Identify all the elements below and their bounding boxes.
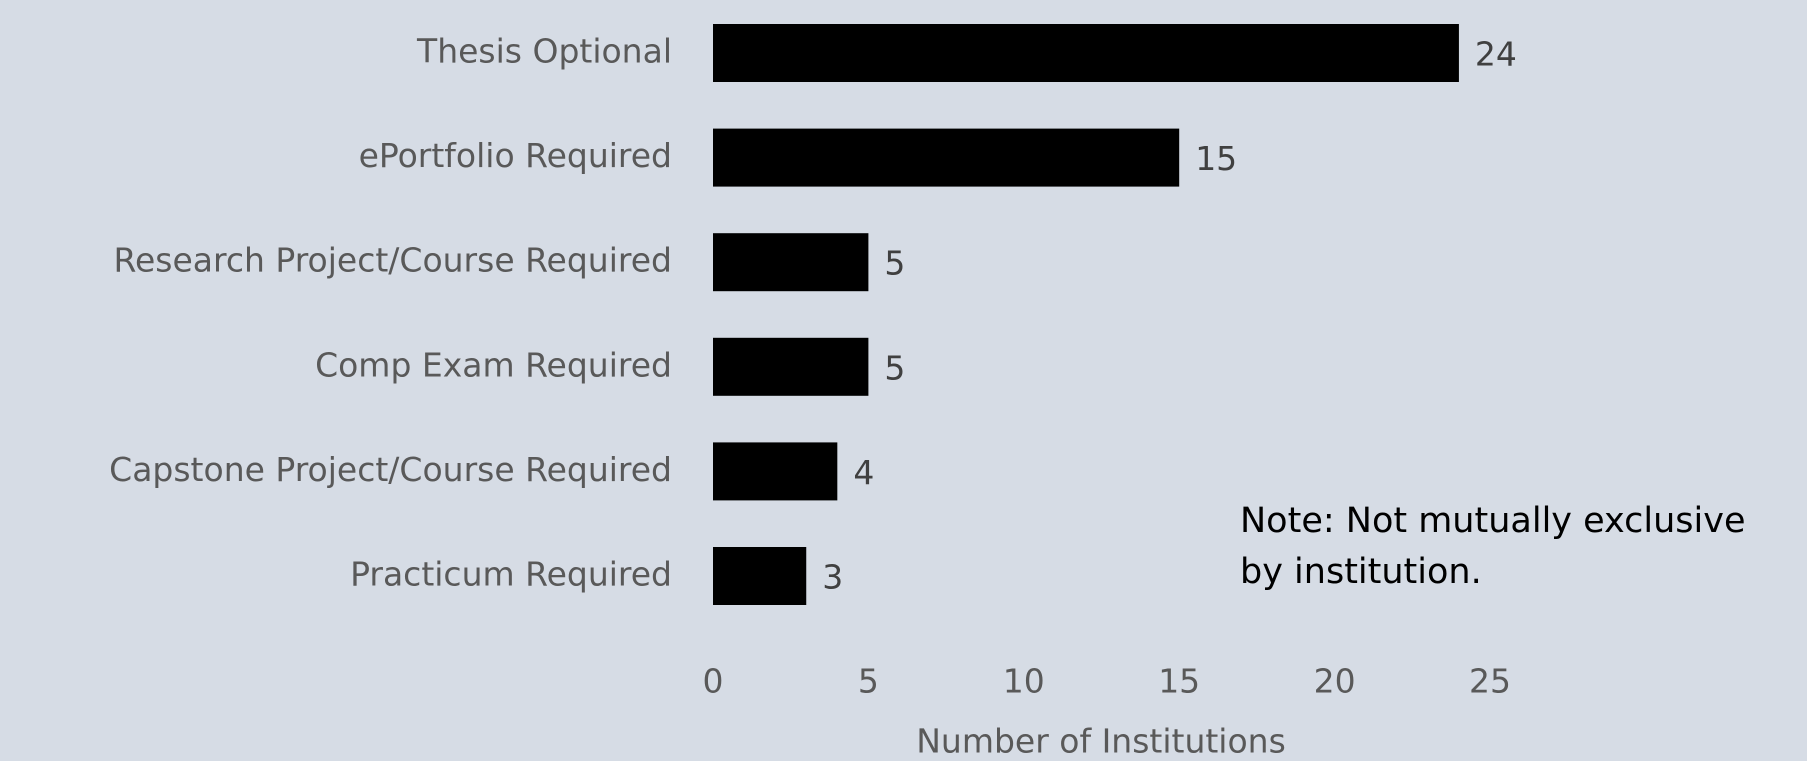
bar — [713, 24, 1459, 82]
value-label: 5 — [884, 244, 905, 283]
bar — [713, 442, 838, 501]
x-tick-label: 0 — [703, 662, 724, 701]
x-tick-label: 5 — [858, 662, 879, 701]
value-label: 15 — [1195, 139, 1237, 178]
y-tick-label: ePortfolio Required — [359, 136, 672, 175]
x-tick-label: 10 — [1003, 662, 1045, 701]
bar — [713, 547, 807, 605]
y-tick-label: Thesis Optional — [416, 32, 672, 71]
x-tick-label: 25 — [1469, 662, 1511, 701]
bar — [713, 337, 869, 396]
x-tick-label: 15 — [1158, 662, 1200, 701]
y-tick-label: Comp Exam Required — [315, 345, 672, 384]
value-label: 4 — [853, 453, 874, 492]
bar — [713, 128, 1180, 187]
y-tick-label: Research Project/Course Required — [114, 241, 672, 280]
x-tick-label: 20 — [1314, 662, 1356, 701]
bar — [713, 233, 869, 292]
value-label: 3 — [822, 558, 843, 597]
y-tick-label: Capstone Project/Course Required — [109, 450, 672, 489]
x-axis-title: Number of Institutions — [916, 722, 1286, 761]
note-line: by institution. — [1240, 552, 1482, 592]
y-tick-label: Practicum Required — [350, 555, 672, 594]
value-label: 5 — [884, 348, 905, 387]
value-label: 24 — [1475, 35, 1517, 74]
note-line: Note: Not mutually exclusive — [1240, 501, 1746, 541]
